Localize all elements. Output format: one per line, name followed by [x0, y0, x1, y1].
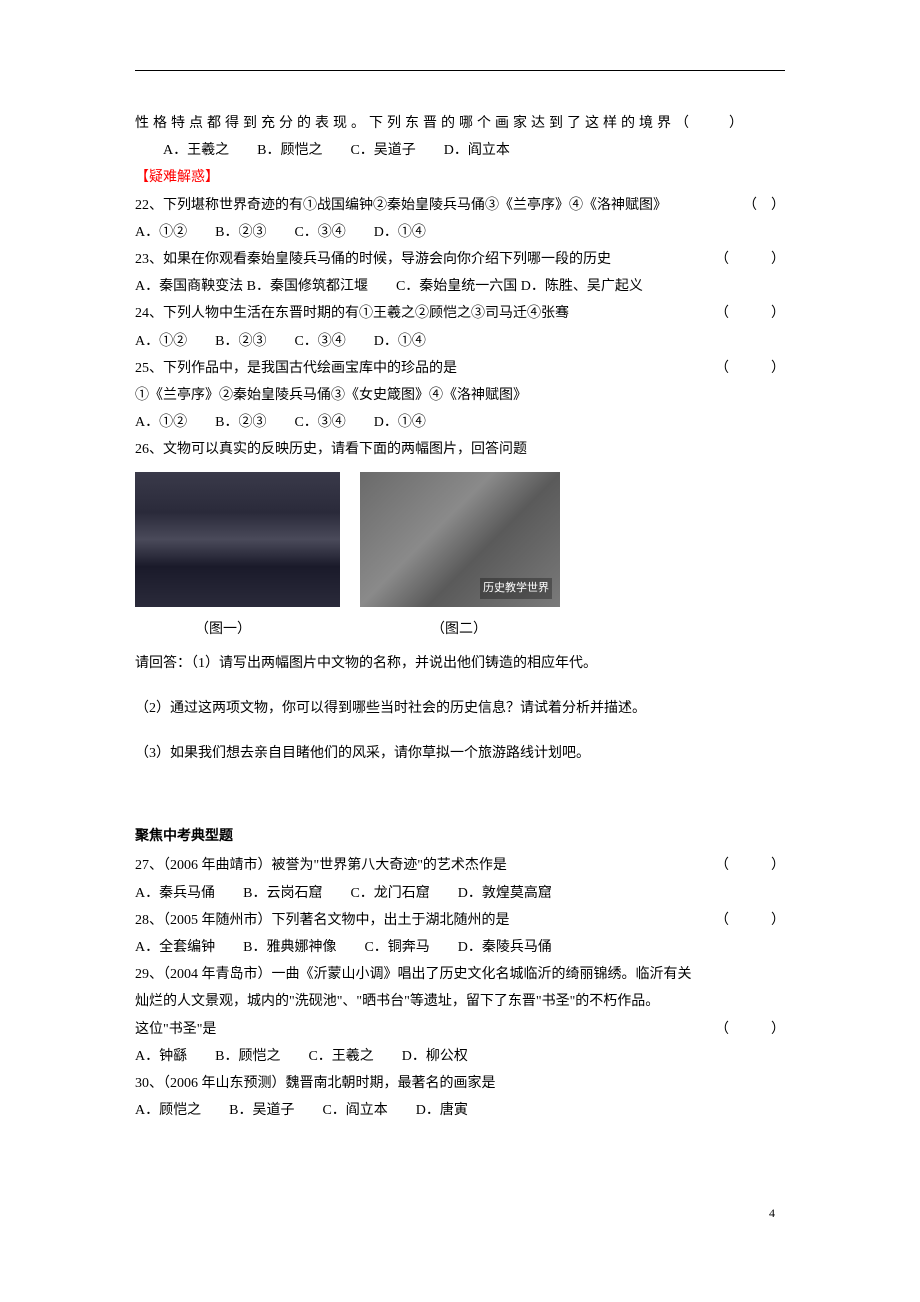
q29-line1: 29、（2004 年青岛市）一曲《沂蒙山小调》唱出了历史文化名城临沂的绮丽锦绣。…: [135, 962, 785, 987]
q23-text: 23、如果在你观看秦始皇陵兵马俑的时候，导游会向你介绍下列哪一段的历史: [135, 247, 715, 272]
caption-2: （图二）: [431, 617, 487, 642]
continuation-text: 性格特点都得到充分的表现。下列东晋的哪个画家达到了这样的境界（ ）: [135, 111, 785, 136]
q30: 30、（2006 年山东预测）魏晋南北朝时期，最著名的画家是: [135, 1071, 785, 1096]
spacer: [135, 723, 785, 741]
q27-paren: （ ）: [715, 853, 785, 878]
q24-paren: （ ）: [715, 301, 785, 326]
focus-exam-heading: 聚焦中考典型题: [135, 824, 785, 849]
q23-paren: （ ）: [715, 247, 785, 272]
q28: 28、（2005 年随州市）下列著名文物中，出土于湖北随州的是 （ ）: [135, 908, 785, 933]
q27-options: A．秦兵马俑 B．云岗石窟 C．龙门石窟 D．敦煌莫高窟: [135, 881, 785, 906]
figure-2-image: 历史教学世界: [360, 472, 560, 607]
image-captions: （图一） （图二）: [135, 617, 785, 642]
q26-intro: 26、文物可以真实的反映历史，请看下面的两幅图片，回答问题: [135, 437, 785, 462]
spacer: [135, 678, 785, 696]
q29-line3-paren: （ ）: [715, 1017, 785, 1042]
q27-text: 27、（2006 年曲靖市）被誉为"世界第八大奇迹"的艺术杰作是: [135, 853, 715, 878]
q23-options: A．秦国商鞅变法 B．秦国修筑都江堰 C．秦始皇统一六国 D．陈胜、吴广起义: [135, 274, 785, 299]
q28-options: A．全套编钟 B．雅典娜神像 C．铜奔马 D．秦陵兵马俑: [135, 935, 785, 960]
q25: 25、下列作品中，是我国古代绘画宝库中的珍品的是 （ ）: [135, 356, 785, 381]
page-header-line: [135, 70, 785, 71]
q22-paren: （ ）: [743, 193, 785, 218]
q24-options: A．①② B．②③ C．③④ D．①④: [135, 329, 785, 354]
q28-paren: （ ）: [715, 908, 785, 933]
q30-options: A．顾恺之 B．吴道子 C．阎立本 D．唐寅: [135, 1098, 785, 1123]
q25-items: ①《兰亭序》②秦始皇陵兵马俑③《女史箴图》④《洛神赋图》: [135, 383, 785, 408]
q22-options: A．①② B．②③ C．③④ D．①④: [135, 220, 785, 245]
section-header-difficulty: 【疑难解惑】: [135, 165, 785, 190]
q21-options: A．王羲之 B．顾恺之 C．吴道子 D．阎立本: [135, 138, 785, 163]
q25-paren: （ ）: [715, 356, 785, 381]
q22: 22、下列堪称世界奇迹的有①战国编钟②秦始皇陵兵马俑③《兰亭序》④《洛神赋图》 …: [135, 193, 785, 218]
q22-text: 22、下列堪称世界奇迹的有①战国编钟②秦始皇陵兵马俑③《兰亭序》④《洛神赋图》: [135, 193, 743, 218]
q24-text: 24、下列人物中生活在东晋时期的有①王羲之②顾恺之③司马迁④张骞: [135, 301, 715, 326]
figure-2-watermark: 历史教学世界: [480, 578, 552, 600]
q25-options: A．①② B．②③ C．③④ D．①④: [135, 410, 785, 435]
q23: 23、如果在你观看秦始皇陵兵马俑的时候，导游会向你介绍下列哪一段的历史 （ ）: [135, 247, 785, 272]
images-container: 历史教学世界: [135, 472, 785, 607]
q29-options: A．钟繇 B．顾恺之 C．王羲之 D．柳公权: [135, 1044, 785, 1069]
q24: 24、下列人物中生活在东晋时期的有①王羲之②顾恺之③司马迁④张骞 （ ）: [135, 301, 785, 326]
q26-sub3: （3）如果我们想去亲自目睹他们的风采，请你草拟一个旅游路线计划吧。: [135, 741, 785, 766]
figure-1-image: [135, 472, 340, 607]
q28-text: 28、（2005 年随州市）下列著名文物中，出土于湖北随州的是: [135, 908, 715, 933]
page-number: 4: [135, 1203, 785, 1225]
q26-sub1: 请回答：（1）请写出两幅图片中文物的名称，并说出他们铸造的相应年代。: [135, 651, 785, 676]
q29-line2: 灿烂的人文景观，城内的"洗砚池"、"晒书台"等遗址，留下了东晋"书圣"的不朽作品…: [135, 989, 785, 1014]
spacer: [135, 786, 785, 804]
q29-line3: 这位"书圣"是 （ ）: [135, 1017, 785, 1042]
caption-1: （图一）: [195, 617, 251, 642]
q26-sub2: （2）通过这两项文物，你可以得到哪些当时社会的历史信息？请试着分析并描述。: [135, 696, 785, 721]
spacer: [135, 768, 785, 786]
q27: 27、（2006 年曲靖市）被誉为"世界第八大奇迹"的艺术杰作是 （ ）: [135, 853, 785, 878]
q29-line3-text: 这位"书圣"是: [135, 1017, 715, 1042]
q25-text: 25、下列作品中，是我国古代绘画宝库中的珍品的是: [135, 356, 715, 381]
